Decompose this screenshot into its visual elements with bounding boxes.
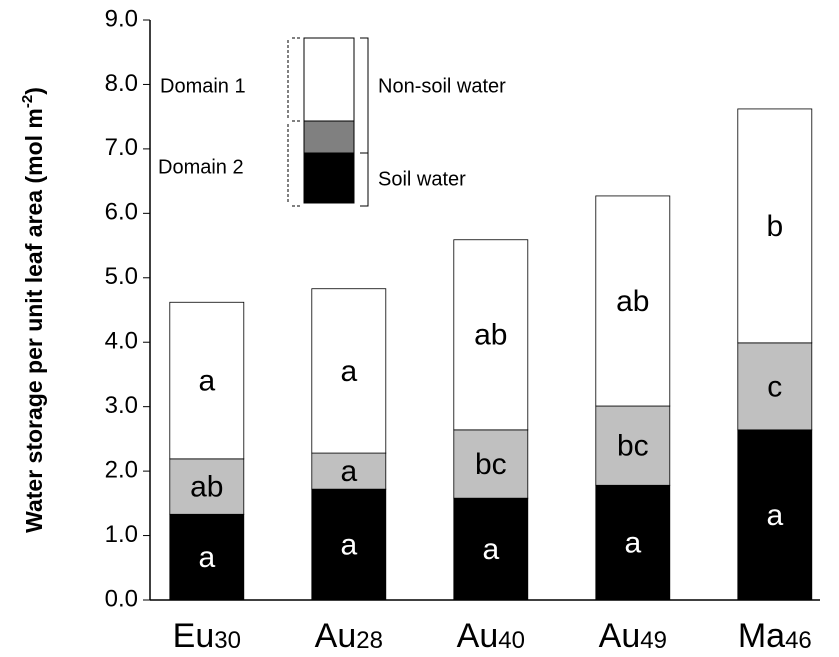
bar-segment (453, 239, 529, 431)
category-name: Au (457, 617, 499, 655)
bar-segment (169, 513, 245, 601)
inset-white (303, 37, 355, 122)
bar-segment (737, 108, 813, 344)
x-tick-label: Eu30 (173, 617, 241, 655)
significance-letter: c (767, 370, 782, 403)
significance-letter: a (198, 364, 215, 397)
significance-letter: a (766, 499, 783, 532)
bar-segment (311, 288, 387, 454)
y-label-end: ) (21, 87, 47, 95)
y-tick-label: 5.0 (105, 263, 138, 290)
significance-letter: a (340, 455, 357, 488)
annotation: Domain 1 (160, 75, 246, 97)
domain-bracket (287, 37, 300, 207)
significance-letter: a (198, 541, 215, 574)
significance-letter: a (340, 355, 357, 388)
x-tick-label: Au49 (599, 617, 667, 655)
inset-black (303, 152, 355, 204)
water-brackets (360, 37, 369, 207)
bar-segment (595, 195, 671, 407)
category-sub: 46 (785, 627, 812, 654)
significance-letter: ab (474, 319, 507, 352)
legend-inset: Domain 1 Domain 2 Non-soil water Soil wa… (158, 37, 506, 207)
y-tick-label: 6.0 (105, 199, 138, 226)
significance-letter: ab (616, 285, 649, 318)
bar-segment (737, 429, 813, 601)
x-tick-label: Ma46 (738, 617, 812, 655)
bar-segment (453, 497, 529, 601)
category-name: Au (599, 617, 641, 655)
category-sub: 40 (498, 627, 525, 654)
bar-segment (311, 452, 387, 490)
category-sub: 30 (214, 627, 241, 654)
bar-segment (169, 301, 245, 460)
category-sub: 28 (356, 627, 383, 654)
annotation: Non-soil water (378, 75, 506, 97)
y-tick-label: 4.0 (105, 328, 138, 355)
y-axis-label: Water storage per unit leaf area (mol m-… (19, 87, 47, 533)
y-label-sup: -2 (19, 95, 36, 108)
annotation: Soil water (378, 168, 466, 190)
bar-segment (595, 405, 671, 486)
y-tick-label: 9.0 (105, 5, 138, 32)
y-tick-label: 3.0 (105, 392, 138, 419)
category-sub: 49 (640, 627, 667, 654)
category-name: Ma (738, 617, 785, 655)
x-tick-label: Au28 (315, 617, 383, 655)
y-tick-label: 8.0 (105, 70, 138, 97)
water-bracket (360, 37, 369, 207)
y-tick-label: 1.0 (105, 521, 138, 548)
category-name: Eu (173, 617, 215, 655)
significance-letter: a (624, 527, 641, 560)
annotation: Domain 2 (158, 156, 244, 178)
bar-segment (595, 484, 671, 601)
domain-brackets (287, 37, 300, 207)
y-tick-label: 0.0 (105, 585, 138, 612)
bar-segment (453, 429, 529, 499)
significance-letter: a (482, 533, 499, 566)
y-label-text: Water storage per unit leaf area (mol m (21, 108, 47, 533)
y-tick-label: 7.0 (105, 134, 138, 161)
inset-gray (303, 120, 355, 154)
y-tick-label: 2.0 (105, 456, 138, 483)
significance-letter: a (340, 528, 357, 561)
significance-letter: b (766, 210, 783, 243)
significance-letter: ab (190, 470, 223, 503)
bar-segment (737, 342, 813, 431)
significance-letter: bc (617, 430, 649, 463)
category-name: Au (315, 617, 357, 655)
x-tick-label: Au40 (457, 617, 525, 655)
significance-letter: bc (475, 448, 507, 481)
